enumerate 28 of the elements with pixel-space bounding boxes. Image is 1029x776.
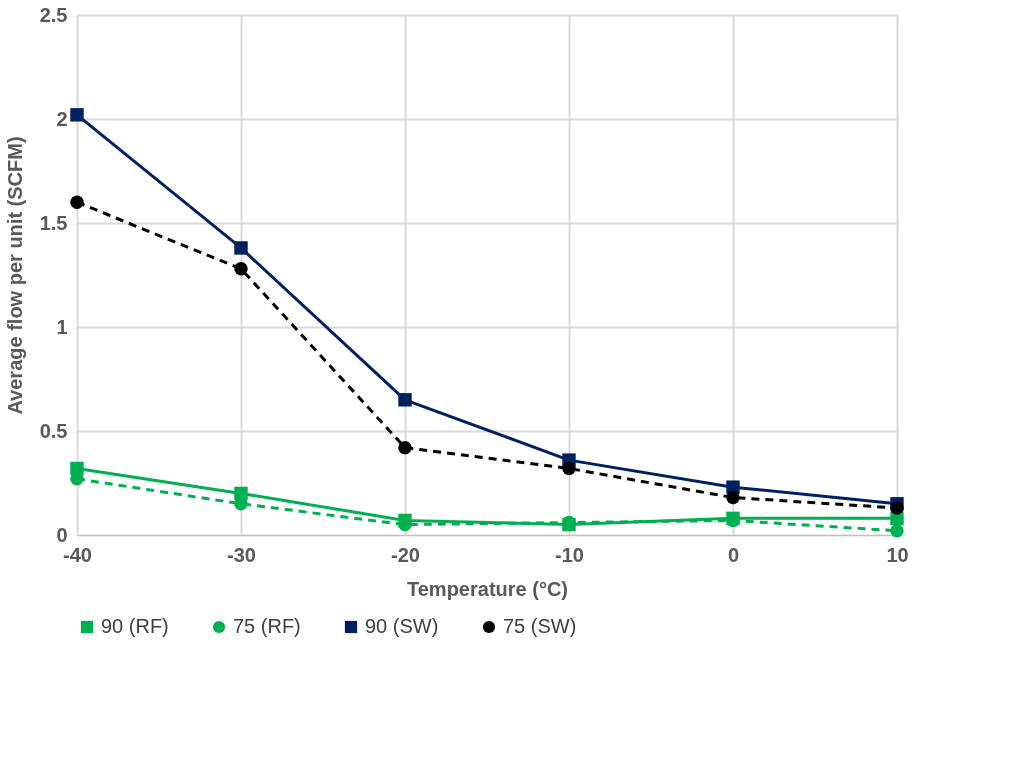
y-tick-label: 1.5 bbox=[39, 211, 68, 234]
legend-label: 90 (RF) bbox=[101, 615, 169, 637]
x-tick-label: -30 bbox=[227, 543, 256, 566]
point bbox=[562, 461, 576, 476]
y-tick-label: 2 bbox=[56, 107, 68, 130]
x-tick-label: -40 bbox=[63, 543, 92, 566]
point bbox=[890, 524, 904, 538]
point bbox=[726, 490, 740, 505]
y-tick-label: 0.5 bbox=[39, 419, 68, 442]
x-tick-label: 0 bbox=[727, 543, 740, 566]
legend-label: 75 (SW) bbox=[503, 615, 577, 637]
point bbox=[398, 440, 412, 455]
legend-label: 75 (RF) bbox=[233, 615, 301, 637]
point bbox=[70, 108, 84, 122]
point bbox=[398, 393, 412, 407]
legend-label: 90 (SW) bbox=[365, 615, 439, 637]
point bbox=[234, 241, 248, 255]
x-axis-title: Temperature (°C) bbox=[407, 577, 568, 600]
y-tick-label: 1 bbox=[56, 315, 68, 338]
x-tick-label: 10 bbox=[886, 543, 909, 566]
y-axis-title: Average flow per unit (SCFM) bbox=[3, 136, 26, 415]
x-tick-label: -20 bbox=[391, 543, 420, 566]
point bbox=[70, 195, 84, 209]
point bbox=[890, 501, 904, 515]
y-tick-label: 0 bbox=[56, 523, 68, 546]
point bbox=[234, 262, 248, 276]
y-tick-label: 2.5 bbox=[39, 3, 68, 26]
x-tick-label: -10 bbox=[555, 543, 584, 566]
